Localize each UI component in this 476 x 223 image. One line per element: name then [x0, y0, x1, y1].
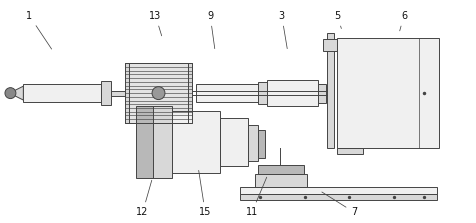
Text: 6: 6: [400, 11, 407, 31]
Text: 15: 15: [198, 170, 211, 217]
Text: 5: 5: [334, 11, 341, 29]
Bar: [136, 106, 152, 178]
Text: 7: 7: [322, 192, 357, 217]
Bar: [150, 106, 172, 178]
Bar: [318, 84, 327, 103]
Bar: [337, 38, 439, 148]
Bar: [188, 63, 192, 123]
Bar: [240, 186, 437, 194]
Text: 11: 11: [246, 177, 267, 217]
Text: 3: 3: [278, 11, 287, 49]
Text: 9: 9: [207, 11, 215, 49]
Bar: [125, 63, 129, 123]
Bar: [255, 174, 307, 186]
Circle shape: [5, 88, 16, 99]
Bar: [327, 33, 335, 148]
Bar: [267, 80, 318, 106]
Bar: [324, 39, 338, 51]
Circle shape: [152, 87, 165, 100]
Bar: [258, 82, 267, 104]
Bar: [258, 165, 304, 174]
Bar: [125, 63, 129, 123]
Bar: [337, 148, 363, 154]
Text: 1: 1: [26, 11, 51, 49]
Bar: [188, 63, 192, 123]
Text: 13: 13: [149, 11, 162, 36]
Bar: [129, 63, 188, 123]
Bar: [172, 111, 220, 173]
Bar: [258, 130, 265, 158]
Bar: [129, 63, 188, 123]
Text: 12: 12: [137, 180, 152, 217]
Bar: [23, 84, 101, 102]
Polygon shape: [10, 86, 23, 100]
Bar: [129, 63, 188, 123]
Bar: [101, 81, 111, 105]
Bar: [111, 91, 159, 96]
Bar: [240, 194, 437, 200]
Bar: [248, 125, 258, 161]
Bar: [220, 118, 248, 166]
Bar: [196, 84, 258, 102]
